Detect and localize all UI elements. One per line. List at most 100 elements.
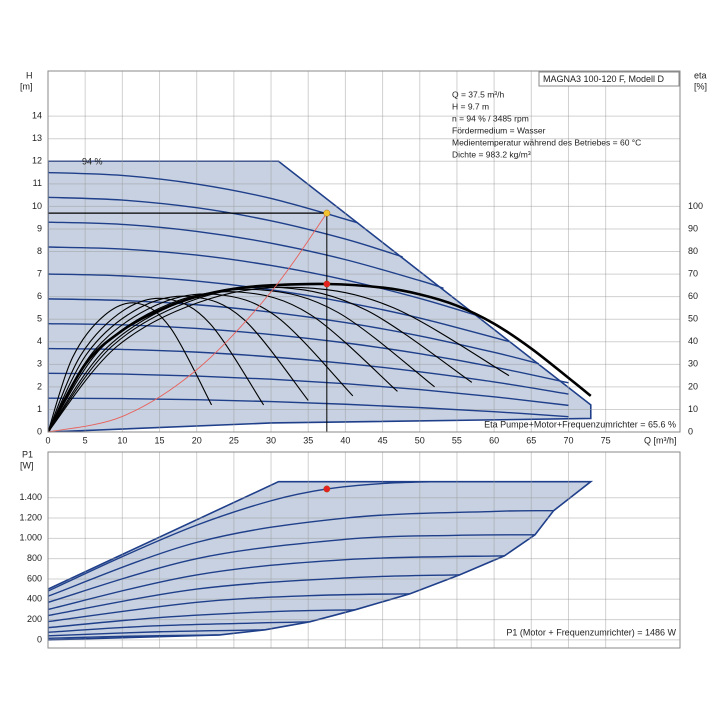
y2-tick-label: 30 — [688, 359, 698, 369]
curve — [48, 397, 569, 418]
info-text: Medientemperatur während des Betriebes =… — [452, 137, 641, 147]
info-text: Q = 37.5 m³/h — [452, 89, 504, 99]
y2-tick-label: 50 — [688, 314, 698, 324]
operating-point — [323, 280, 331, 288]
y-tick-label: 13 — [32, 133, 42, 143]
y-tick-label: 200 — [27, 614, 42, 624]
y-tick-label: 5 — [37, 314, 42, 324]
info-text: H = 9.7 m — [452, 101, 489, 111]
plot-area — [48, 452, 680, 648]
curve — [48, 221, 444, 289]
y-axis-label: H — [26, 70, 33, 80]
efficiency-curve — [48, 291, 398, 432]
y2-tick-label: 60 — [688, 291, 698, 301]
y2-axis-unit: [%] — [694, 81, 707, 91]
y2-tick-label: 70 — [688, 268, 698, 278]
x-tick-label: 30 — [266, 435, 276, 445]
plot-frame — [47, 70, 681, 433]
x-tick-label: 15 — [155, 435, 165, 445]
curve — [48, 171, 359, 224]
x-tick-label: 5 — [83, 435, 88, 445]
efficiency-curve — [48, 297, 265, 432]
curve — [48, 534, 536, 603]
x-tick-label: 55 — [452, 435, 462, 445]
curve — [48, 480, 435, 592]
footer-text: Eta Pumpe+Motor+Frequenzumrichter = 65.6… — [484, 419, 676, 429]
y-tick-label: 14 — [32, 111, 42, 121]
curve — [48, 634, 220, 640]
curve — [48, 298, 539, 365]
x-tick-label: 35 — [303, 435, 313, 445]
footer-text: P1 (Motor + Frequenzumrichter) = 1486 W — [506, 627, 676, 637]
y2-tick-label: 100 — [688, 201, 703, 211]
y-tick-label: 6 — [37, 291, 42, 301]
y-tick-label: 1.400 — [19, 492, 42, 502]
y-tick-label: 9 — [37, 223, 42, 233]
y-tick-label: 0 — [37, 426, 42, 436]
y-axis-label: P1 — [22, 449, 33, 459]
info-text: Fördermedium = Wasser — [452, 125, 546, 135]
y2-tick-label: 10 — [688, 404, 698, 414]
y2-tick-label: 80 — [688, 246, 698, 256]
efficiency-curve — [48, 295, 309, 432]
y-tick-label: 11 — [33, 178, 42, 188]
y2-tick-label: 90 — [688, 223, 698, 233]
curve — [48, 574, 460, 617]
y-tick-label: 12 — [32, 156, 42, 166]
y2-tick-label: 40 — [688, 336, 698, 346]
y-tick-label: 800 — [27, 553, 42, 563]
x-tick-label: 65 — [526, 435, 536, 445]
curve — [48, 621, 310, 633]
plot-frame — [47, 451, 681, 649]
y-tick-label: 1.200 — [19, 512, 42, 522]
y-axis-unit: [W] — [20, 460, 34, 470]
curve — [48, 246, 482, 318]
y-tick-label: 8 — [37, 246, 42, 256]
x-tick-label: 20 — [192, 435, 202, 445]
curve — [48, 509, 554, 597]
y-tick-label: 3 — [37, 359, 42, 369]
curve — [48, 555, 505, 611]
info-text: n = 94 % / 3485 rpm — [452, 113, 529, 123]
y2-axis-label: eta — [694, 70, 707, 80]
operating-point — [323, 485, 331, 493]
y-tick-label: 1 — [37, 404, 42, 414]
y2-tick-label: 0 — [688, 426, 693, 436]
curve — [48, 593, 411, 623]
y-tick-label: 400 — [27, 594, 42, 604]
title-box — [538, 71, 680, 87]
x-tick-label: 10 — [117, 435, 127, 445]
curve-label: 94 % — [82, 156, 103, 166]
plot-area — [48, 71, 680, 432]
labels: H [m] eta [%] Q [m³/h] MAGNA3 100-120 F,… — [19, 70, 707, 644]
y-axis-unit: [m] — [20, 81, 33, 91]
operating-point — [323, 209, 331, 217]
x-tick-label: 25 — [229, 435, 239, 445]
chart-title: MAGNA3 100-120 F, Modell D — [543, 74, 665, 84]
curve — [48, 273, 510, 343]
curve — [48, 212, 328, 432]
x-tick-label: 60 — [489, 435, 499, 445]
x-tick-label: 70 — [563, 435, 573, 445]
efficiency-curve — [48, 293, 354, 432]
efficiency-curve — [48, 286, 473, 432]
curve — [48, 347, 569, 395]
y-tick-label: 4 — [37, 336, 42, 346]
y-tick-label: 0 — [37, 634, 42, 644]
y-tick-label: 600 — [27, 573, 42, 583]
y-tick-label: 2 — [37, 381, 42, 391]
x-tick-label: 75 — [601, 435, 611, 445]
curve — [48, 609, 356, 629]
info-text: Dichte = 983.2 kg/m³ — [452, 149, 531, 159]
efficiency-curve — [48, 286, 510, 432]
y-tick-label: 1.000 — [19, 533, 42, 543]
curve — [48, 372, 569, 407]
x-axis-label: Q [m³/h] — [644, 435, 677, 445]
x-tick-label: 0 — [45, 435, 50, 445]
efficiency-curve — [48, 302, 213, 432]
x-tick-label: 40 — [340, 435, 350, 445]
operating-range — [48, 160, 592, 432]
y-tick-label: 10 — [32, 201, 42, 211]
